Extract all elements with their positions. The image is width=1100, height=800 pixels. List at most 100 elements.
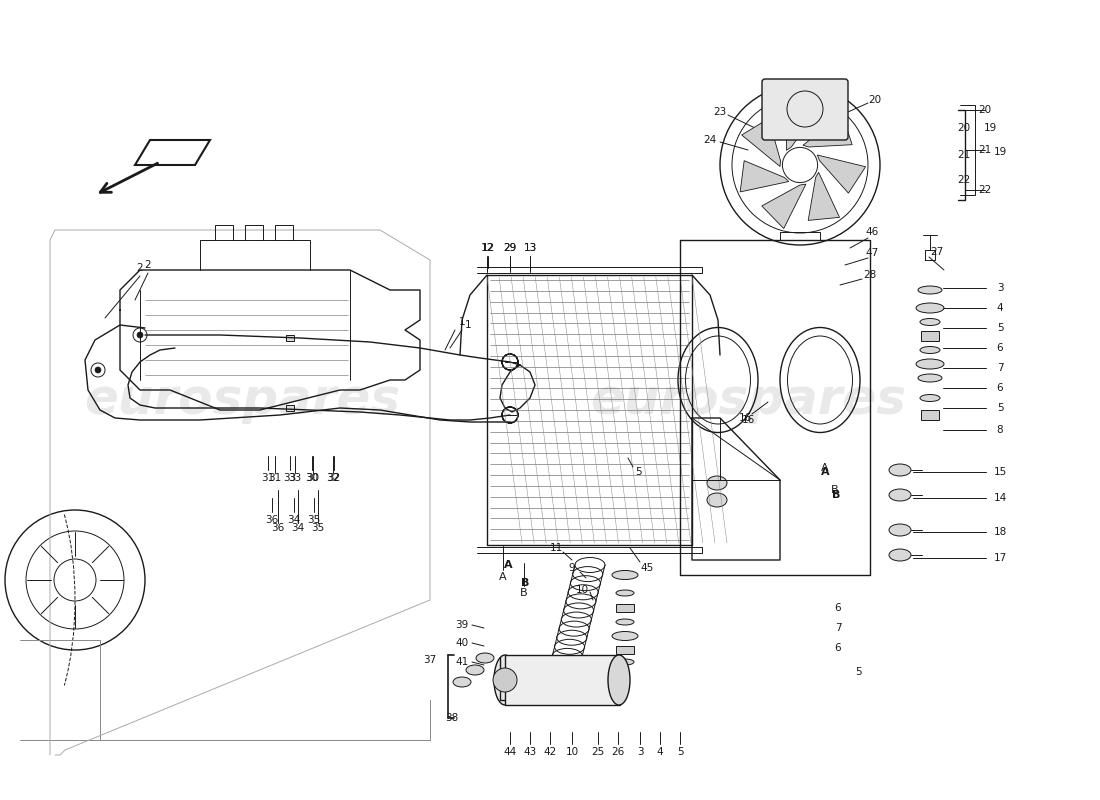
Text: B: B xyxy=(520,588,528,598)
Text: 27: 27 xyxy=(931,247,944,257)
Ellipse shape xyxy=(916,359,944,369)
Text: 20: 20 xyxy=(978,105,991,115)
Ellipse shape xyxy=(616,590,634,596)
Ellipse shape xyxy=(453,677,471,687)
Ellipse shape xyxy=(918,286,942,294)
Text: 12: 12 xyxy=(482,243,495,253)
Ellipse shape xyxy=(476,653,494,663)
Circle shape xyxy=(493,668,517,692)
Text: 35: 35 xyxy=(311,523,324,533)
Text: 1: 1 xyxy=(459,317,465,327)
Ellipse shape xyxy=(707,476,727,490)
Text: 3: 3 xyxy=(997,283,1003,293)
Ellipse shape xyxy=(920,394,940,402)
Text: 17: 17 xyxy=(993,553,1007,563)
Text: 31: 31 xyxy=(262,473,275,483)
Text: B: B xyxy=(832,490,840,500)
Text: 34: 34 xyxy=(287,515,300,525)
Text: 32: 32 xyxy=(328,473,341,483)
Text: 7: 7 xyxy=(835,623,842,633)
Text: 23: 23 xyxy=(714,107,727,117)
Text: 6: 6 xyxy=(835,643,842,653)
Ellipse shape xyxy=(889,549,911,561)
Text: 15: 15 xyxy=(993,467,1007,477)
Text: A: A xyxy=(499,572,507,582)
Text: 20: 20 xyxy=(957,123,970,133)
Text: 43: 43 xyxy=(524,747,537,757)
Polygon shape xyxy=(808,172,839,220)
Polygon shape xyxy=(762,184,806,229)
Text: 13: 13 xyxy=(524,243,537,253)
Text: 37: 37 xyxy=(422,655,436,665)
Text: 40: 40 xyxy=(455,638,469,648)
Polygon shape xyxy=(817,155,866,193)
Text: 29: 29 xyxy=(504,243,517,253)
Text: 38: 38 xyxy=(446,713,459,723)
Text: 42: 42 xyxy=(543,747,557,757)
Text: 2: 2 xyxy=(145,260,152,270)
Ellipse shape xyxy=(916,303,944,313)
Text: 34: 34 xyxy=(292,523,305,533)
Ellipse shape xyxy=(612,631,638,641)
Bar xyxy=(921,331,939,341)
Text: 33: 33 xyxy=(288,473,301,483)
Text: A: A xyxy=(822,463,828,473)
Text: 16: 16 xyxy=(738,413,751,423)
Text: 10: 10 xyxy=(575,585,589,595)
Text: 12: 12 xyxy=(481,243,494,253)
FancyBboxPatch shape xyxy=(762,79,848,140)
Text: eurospares: eurospares xyxy=(590,376,906,424)
Text: 44: 44 xyxy=(504,747,517,757)
Text: 32: 32 xyxy=(327,473,340,483)
Ellipse shape xyxy=(920,318,940,326)
Ellipse shape xyxy=(612,570,638,579)
Text: 26: 26 xyxy=(612,747,625,757)
Text: 13: 13 xyxy=(524,243,537,253)
Ellipse shape xyxy=(918,374,942,382)
Polygon shape xyxy=(740,161,789,192)
Text: A: A xyxy=(821,467,829,477)
Bar xyxy=(616,646,634,654)
Text: A: A xyxy=(504,560,513,570)
Ellipse shape xyxy=(889,464,911,476)
Ellipse shape xyxy=(707,493,727,507)
Text: 14: 14 xyxy=(993,493,1007,503)
Ellipse shape xyxy=(466,665,484,675)
Ellipse shape xyxy=(494,655,516,705)
Text: 10: 10 xyxy=(565,747,579,757)
Circle shape xyxy=(138,332,143,338)
Text: B: B xyxy=(832,485,839,495)
Polygon shape xyxy=(741,118,781,166)
Text: 19: 19 xyxy=(993,147,1007,157)
Text: 39: 39 xyxy=(455,620,469,630)
Text: 5: 5 xyxy=(676,747,683,757)
Text: 41: 41 xyxy=(455,657,469,667)
Text: 21: 21 xyxy=(978,145,991,155)
Bar xyxy=(505,655,620,705)
Text: 20: 20 xyxy=(868,95,881,105)
Text: 35: 35 xyxy=(307,515,320,525)
Text: 5: 5 xyxy=(997,323,1003,333)
Text: 4: 4 xyxy=(997,303,1003,313)
Text: 29: 29 xyxy=(504,243,517,253)
Text: 6: 6 xyxy=(835,603,842,613)
Text: 31: 31 xyxy=(268,473,282,483)
Text: 16: 16 xyxy=(741,415,755,425)
Bar xyxy=(921,410,939,420)
Text: 4: 4 xyxy=(657,747,663,757)
Text: 22: 22 xyxy=(957,175,970,185)
Text: 25: 25 xyxy=(592,747,605,757)
Text: 22: 22 xyxy=(978,185,991,195)
Text: 47: 47 xyxy=(866,248,879,258)
Polygon shape xyxy=(786,101,816,150)
Text: 28: 28 xyxy=(864,270,877,280)
Text: 30: 30 xyxy=(307,473,320,483)
Ellipse shape xyxy=(616,619,634,625)
Text: 1: 1 xyxy=(464,320,471,330)
Text: 33: 33 xyxy=(284,473,297,483)
Ellipse shape xyxy=(920,346,940,354)
Circle shape xyxy=(95,367,101,373)
Text: 5: 5 xyxy=(997,403,1003,413)
Text: 6: 6 xyxy=(997,383,1003,393)
Text: 2: 2 xyxy=(136,263,143,273)
